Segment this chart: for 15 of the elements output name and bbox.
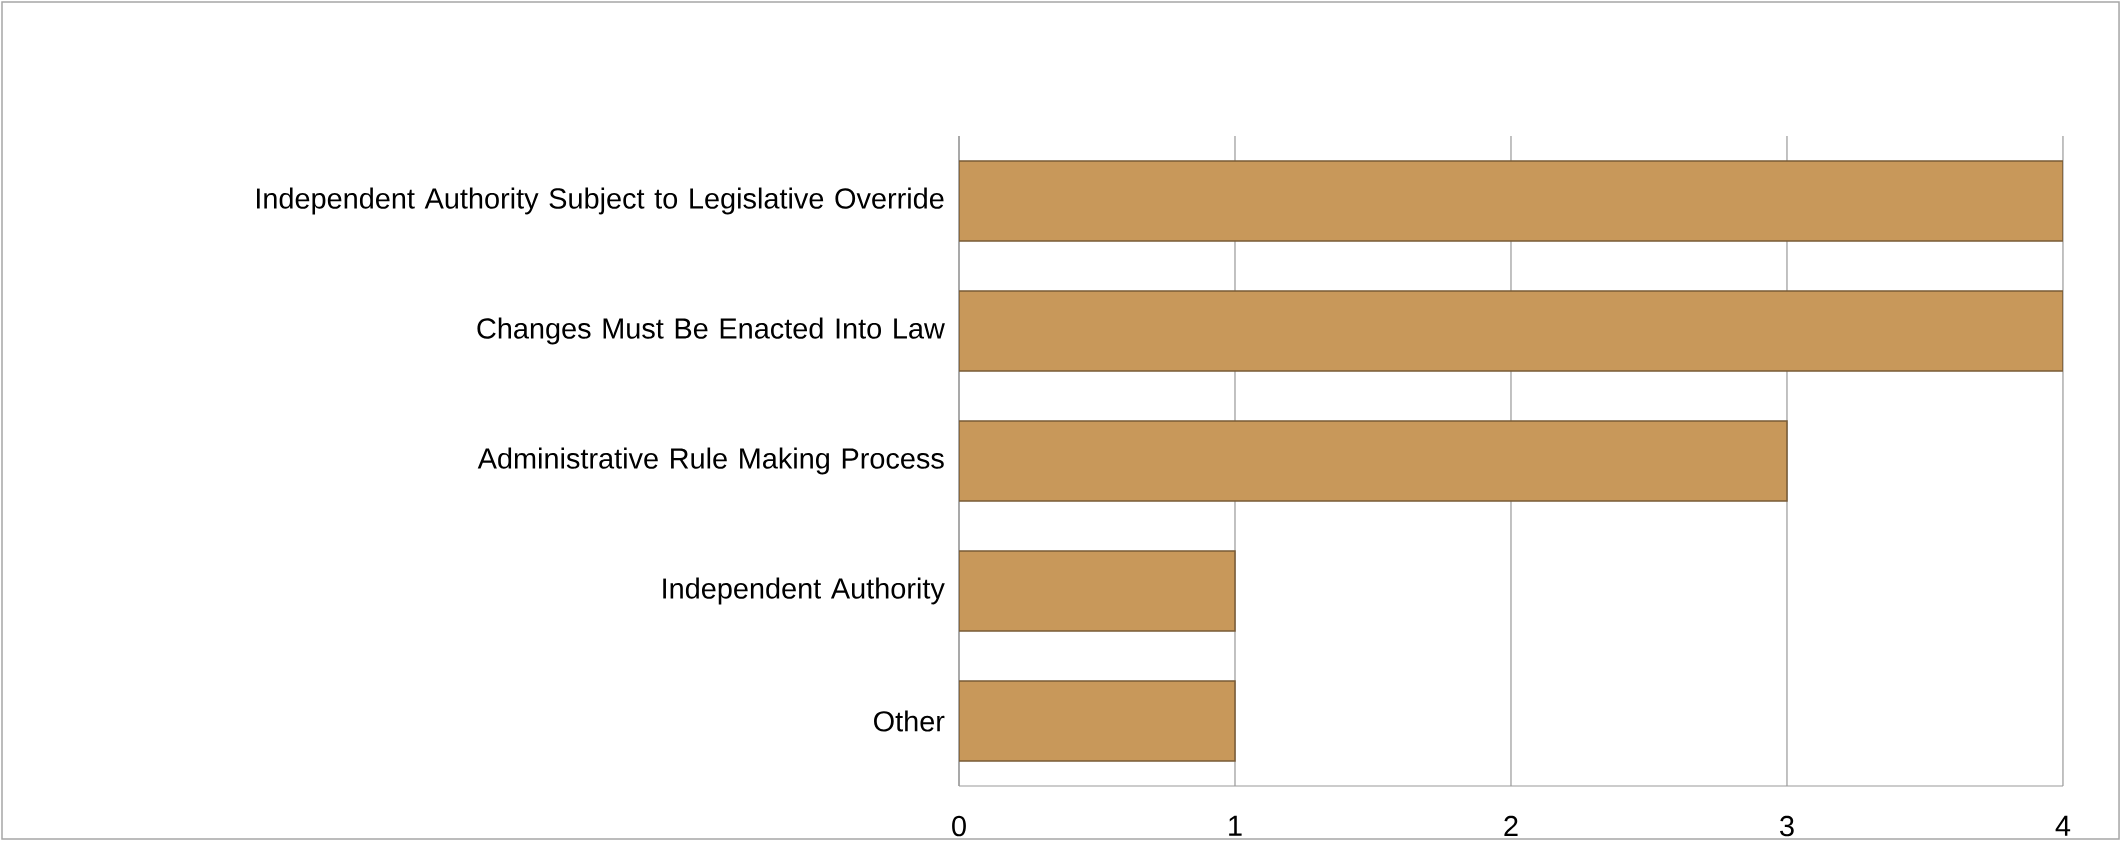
x-tick-label: 4 bbox=[2055, 815, 2071, 836]
bar bbox=[959, 160, 2063, 242]
x-tick-label: 3 bbox=[1780, 815, 1794, 837]
bar bbox=[959, 680, 1236, 762]
y-tick-label: Changes Must Be Enacted Into Law bbox=[477, 317, 945, 345]
y-tick-label: Independent Authority bbox=[663, 577, 945, 605]
y-tick-label: Administrative Rule Making Process bbox=[477, 447, 944, 475]
x-tick-label: 1 bbox=[1229, 815, 1242, 836]
bar bbox=[959, 290, 2063, 372]
x-tick-label: 0 bbox=[952, 815, 966, 837]
bar bbox=[959, 550, 1236, 632]
x-tick-label: 2 bbox=[1504, 815, 1518, 836]
y-tick-label: Other bbox=[874, 710, 945, 732]
y-tick-label: Independent Authority Subject to Legislative Override bbox=[256, 187, 944, 215]
bar bbox=[959, 420, 1788, 502]
